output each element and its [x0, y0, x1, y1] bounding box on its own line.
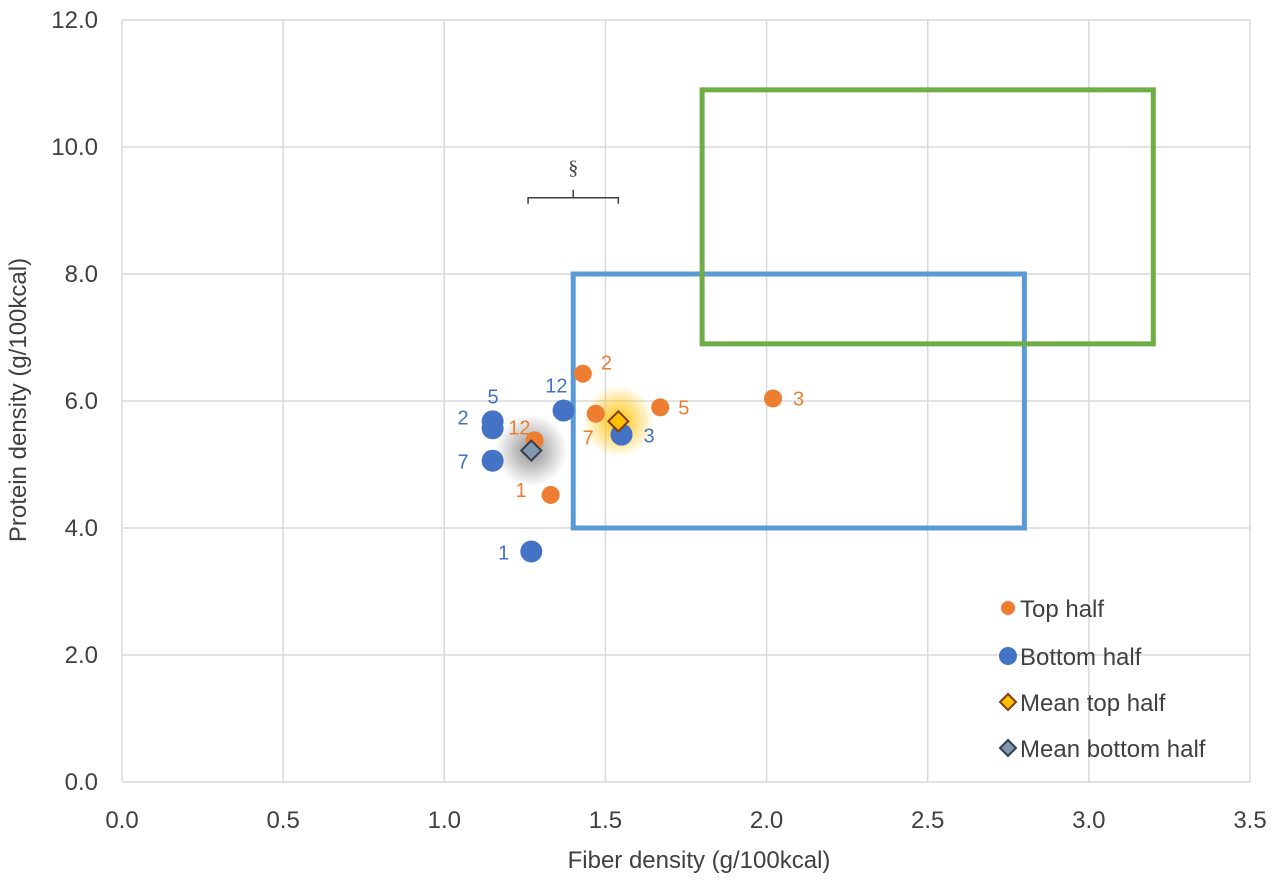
legend: Top half Bottom half Mean top half Mean bot… [998, 596, 1206, 763]
bottom-half-point-label: 3 [644, 426, 655, 448]
green-box [699, 87, 1156, 347]
top-half-point-label: 12 [508, 417, 530, 439]
x-tick-label: 0.0 [105, 807, 138, 834]
x-tick-label: 3.5 [1233, 807, 1266, 834]
bottom-half-point-label: 2 [458, 407, 469, 429]
top-half-point [764, 389, 783, 408]
bottom-half-point [481, 410, 504, 433]
x-tick-label: 3.0 [1072, 807, 1105, 834]
mean-top-half-marker [606, 409, 630, 433]
top-half-point [573, 364, 592, 383]
blue-box [570, 271, 1027, 531]
top-half-point-label: 5 [678, 397, 689, 419]
bottom-half-point-label: 7 [458, 452, 469, 474]
bottom-half-point [481, 449, 504, 472]
x-tick-label: 1.0 [428, 807, 461, 834]
y-tick-label: 8.0 [65, 261, 98, 288]
bottom-half-point [552, 399, 575, 422]
top-half-point-label: 1 [516, 480, 527, 502]
x-axis-title: Fiber density (g/100kcal) [568, 847, 831, 874]
target-regions [570, 87, 1156, 531]
x-tick-labels: 0.0 0.5 1.0 1.5 2.0 2.5 3.0 3.5 [105, 807, 1266, 834]
x-tick-label: 0.5 [266, 807, 299, 834]
legend-top-half-marker [1001, 601, 1015, 615]
y-tick-label: 2.0 [65, 642, 98, 669]
y-tick-label: 12.0 [51, 7, 98, 34]
bottom-half-point-label: 1 [498, 542, 509, 564]
annotation-symbol: § [568, 157, 578, 179]
x-tick-label: 2.0 [750, 807, 783, 834]
top-half-point-label: 2 [601, 353, 612, 375]
y-tick-labels: 0.0 2.0 4.0 6.0 8.0 10.0 12.0 [51, 7, 98, 796]
legend-bottom-half-marker [999, 647, 1017, 665]
top-half-point-label: 3 [793, 388, 804, 410]
y-axis-title: Protein density (g/100kcal) [5, 258, 32, 542]
top-half-point [541, 485, 560, 504]
legend-bottom-half-label: Bottom half [1020, 644, 1142, 671]
x-tick-label: 2.5 [911, 807, 944, 834]
top-half-point-label: 7 [583, 428, 594, 450]
legend-mean-top-half-label: Mean top half [1020, 690, 1166, 717]
bottom-half-point [520, 540, 543, 563]
y-tick-label: 6.0 [65, 388, 98, 415]
bottom-half-point-label: 5 [488, 386, 499, 408]
y-tick-label: 0.0 [65, 769, 98, 796]
bottom-half-point-label: 12 [545, 376, 567, 398]
data-points [481, 364, 783, 563]
legend-mean-bottom-half-label: Mean bottom half [1020, 736, 1206, 763]
y-tick-label: 4.0 [65, 515, 98, 542]
legend-mean-top-half-marker [998, 692, 1018, 712]
x-tick-label: 1.5 [589, 807, 622, 834]
legend-top-half-label: Top half [1020, 596, 1104, 623]
legend-mean-bottom-half-marker [998, 738, 1018, 758]
top-half-point [651, 398, 670, 417]
top-half-point [586, 404, 605, 423]
annotation-bracket: § [527, 157, 620, 204]
y-tick-label: 10.0 [51, 134, 98, 161]
bracket-line [527, 189, 620, 204]
mean-bottom-half-marker [519, 439, 543, 462]
